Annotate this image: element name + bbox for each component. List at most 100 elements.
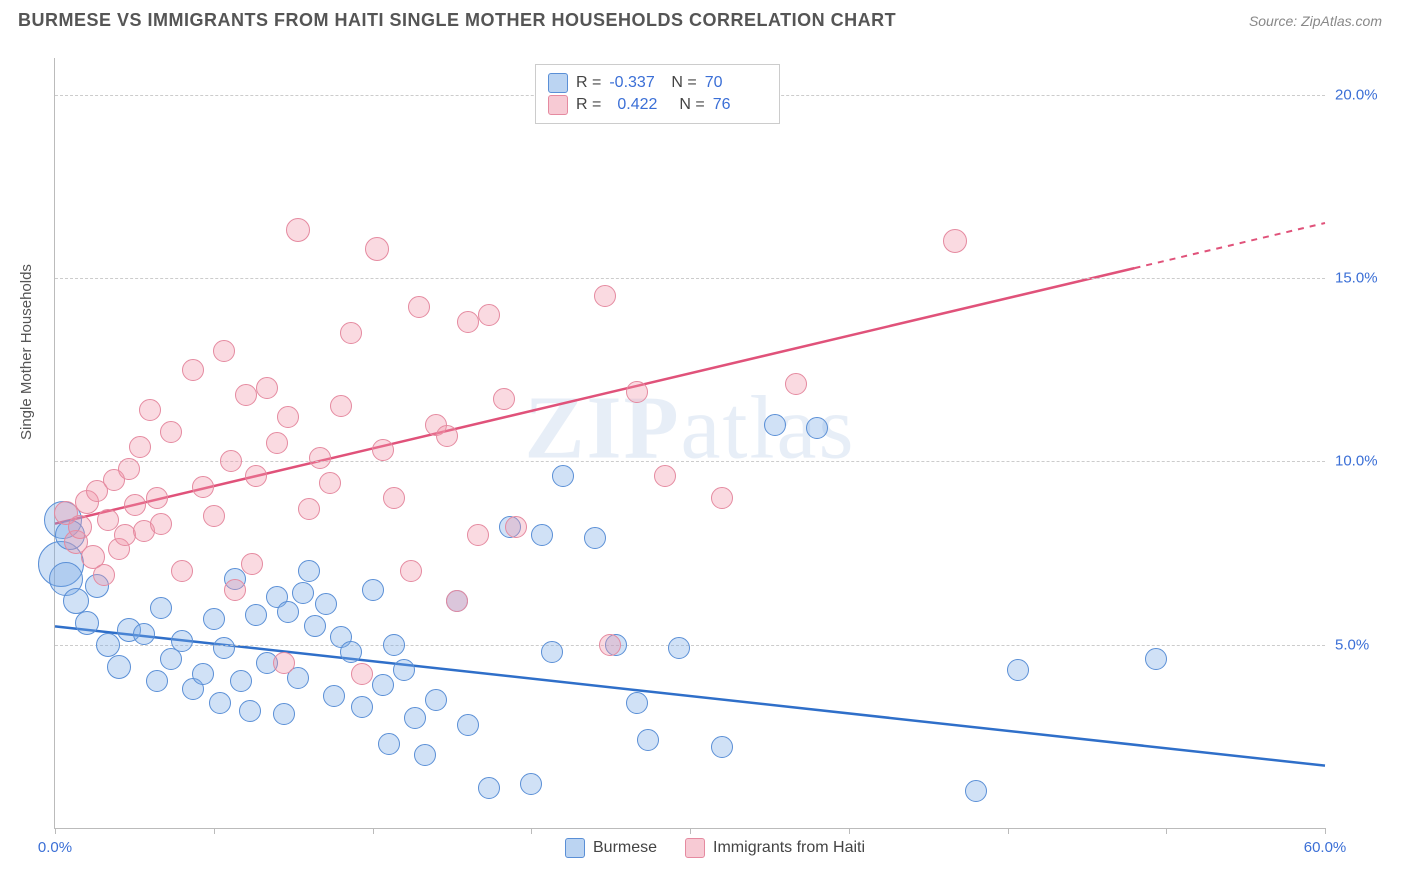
scatter-point — [340, 641, 362, 663]
source-label: Source: ZipAtlas.com — [1249, 13, 1382, 29]
scatter-point — [351, 663, 373, 685]
scatter-point — [209, 692, 231, 714]
x-tick — [1166, 828, 1167, 834]
x-tick — [1325, 828, 1326, 834]
scatter-point — [351, 696, 373, 718]
plot-area: ZIPatlas R =-0.337 N =70 R =0.422 N =76 … — [54, 58, 1325, 829]
scatter-point — [235, 384, 257, 406]
scatter-point — [273, 652, 295, 674]
legend-swatch-blue — [548, 73, 568, 93]
r-value-pink: 0.422 — [609, 96, 671, 114]
scatter-point — [552, 465, 574, 487]
scatter-point — [478, 304, 500, 326]
scatter-point — [654, 465, 676, 487]
scatter-point — [323, 685, 345, 707]
scatter-point — [230, 670, 252, 692]
scatter-point — [943, 229, 967, 253]
x-tick — [1008, 828, 1009, 834]
chart-title: BURMESE VS IMMIGRANTS FROM HAITI SINGLE … — [18, 10, 896, 31]
scatter-point — [171, 560, 193, 582]
scatter-point — [266, 432, 288, 454]
y-tick-label: 15.0% — [1335, 270, 1395, 287]
scatter-point — [160, 421, 182, 443]
scatter-point — [372, 439, 394, 461]
scatter-point — [192, 476, 214, 498]
legend-bottom: Burmese Immigrants from Haiti — [565, 838, 865, 858]
scatter-point — [139, 399, 161, 421]
scatter-point — [256, 377, 278, 399]
gridline — [55, 278, 1325, 279]
n-value-pink: 76 — [713, 96, 767, 114]
scatter-point — [146, 487, 168, 509]
scatter-point — [241, 553, 263, 575]
scatter-point — [107, 655, 131, 679]
scatter-point — [594, 285, 616, 307]
scatter-point — [711, 736, 733, 758]
scatter-point — [457, 311, 479, 333]
scatter-point — [520, 773, 542, 795]
scatter-point — [457, 714, 479, 736]
scatter-point — [372, 674, 394, 696]
scatter-point — [277, 601, 299, 623]
scatter-point — [365, 237, 389, 261]
scatter-point — [541, 641, 563, 663]
scatter-point — [245, 604, 267, 626]
scatter-point — [668, 637, 690, 659]
scatter-point — [150, 597, 172, 619]
scatter-point — [378, 733, 400, 755]
scatter-point — [383, 487, 405, 509]
legend-bottom-swatch-blue — [565, 838, 585, 858]
scatter-point — [203, 505, 225, 527]
x-tick — [373, 828, 374, 834]
scatter-point — [118, 458, 140, 480]
scatter-point — [182, 359, 204, 381]
scatter-point — [93, 564, 115, 586]
scatter-point — [124, 494, 146, 516]
scatter-point — [340, 322, 362, 344]
scatter-point — [362, 579, 384, 601]
scatter-point — [150, 513, 172, 535]
scatter-point — [626, 692, 648, 714]
scatter-point — [711, 487, 733, 509]
scatter-point — [224, 579, 246, 601]
scatter-point — [446, 590, 468, 612]
scatter-point — [1007, 659, 1029, 681]
scatter-point — [414, 744, 436, 766]
scatter-point — [298, 498, 320, 520]
scatter-point — [286, 218, 310, 242]
x-tick — [55, 828, 56, 834]
scatter-point — [425, 689, 447, 711]
scatter-point — [785, 373, 807, 395]
x-tick — [214, 828, 215, 834]
x-tick — [849, 828, 850, 834]
x-tick — [690, 828, 691, 834]
scatter-point — [292, 582, 314, 604]
scatter-point — [192, 663, 214, 685]
r-value-blue: -0.337 — [609, 74, 663, 92]
scatter-point — [309, 447, 331, 469]
scatter-point — [96, 633, 120, 657]
scatter-point — [277, 406, 299, 428]
scatter-point — [239, 700, 261, 722]
scatter-point — [213, 340, 235, 362]
scatter-point — [764, 414, 786, 436]
x-tick-label: 0.0% — [38, 839, 72, 856]
scatter-point — [171, 630, 193, 652]
y-tick-label: 5.0% — [1335, 636, 1395, 653]
scatter-point — [146, 670, 168, 692]
legend-correlation: R =-0.337 N =70 R =0.422 N =76 — [535, 64, 780, 124]
scatter-point — [584, 527, 606, 549]
scatter-point — [806, 417, 828, 439]
scatter-point — [400, 560, 422, 582]
gridline — [55, 461, 1325, 462]
legend-bottom-label-blue: Burmese — [593, 839, 657, 857]
y-tick-label: 20.0% — [1335, 86, 1395, 103]
scatter-point — [436, 425, 458, 447]
scatter-point — [315, 593, 337, 615]
scatter-point — [404, 707, 426, 729]
scatter-point — [68, 515, 92, 539]
scatter-point — [273, 703, 295, 725]
scatter-point — [1145, 648, 1167, 670]
scatter-point — [531, 524, 553, 546]
y-tick-label: 10.0% — [1335, 453, 1395, 470]
